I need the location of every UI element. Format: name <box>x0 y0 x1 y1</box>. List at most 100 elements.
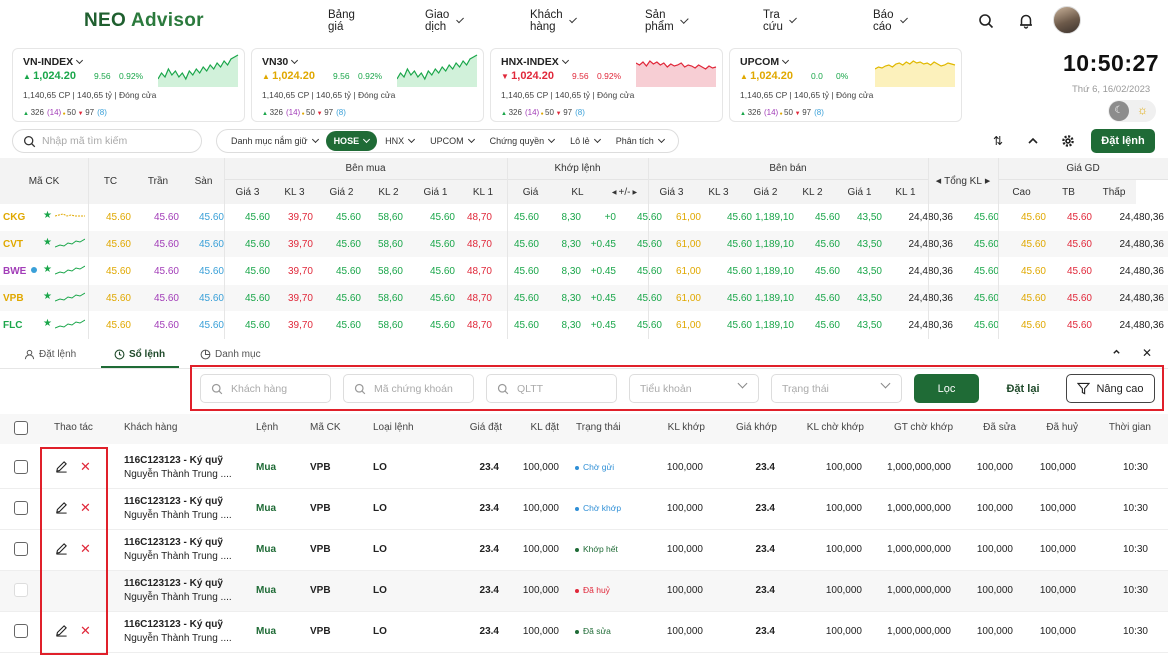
cell-sk3: 43,50 <box>856 293 882 304</box>
status-select[interactable]: Trạng thái <box>771 374 902 403</box>
index-card-hnx-index[interactable]: HNX-INDEX ▼ 1,024.20 9.56 0.92% 1,140,65 CP … <box>490 48 723 122</box>
favorite-star-icon[interactable]: ★ <box>43 264 52 275</box>
filter-chip-0[interactable]: Danh mục nắm giữ <box>223 131 326 151</box>
row-symbol[interactable]: CVT <box>3 239 23 250</box>
edit-pencil-icon[interactable] <box>55 624 68 640</box>
board-row[interactable]: CKG ★ 45.60 45.60 45.60 45.60 39,70 45.60 58,60 4… <box>0 204 1168 230</box>
order-type: LO <box>373 544 387 555</box>
advanced-filter-button[interactable]: Nâng cao <box>1066 374 1155 403</box>
filter-chip-5[interactable]: Lô lẻ <box>562 131 608 151</box>
sub-account-select[interactable]: Tiểu khoản <box>629 374 759 403</box>
tab-order-book[interactable]: Sổ lệnh <box>114 349 165 360</box>
cell-mk: 8,30 <box>561 320 581 331</box>
index-name[interactable]: VN-INDEX <box>23 56 84 68</box>
cancel-x-icon[interactable]: ✕ <box>80 541 91 556</box>
symbol-search-input[interactable]: Nhập mã tìm kiếm <box>12 129 202 153</box>
order-row[interactable]: ✕ 116C123123 - Ký quỹ Nguyễn Thành Trung .… <box>0 612 1168 653</box>
tab-place-order[interactable]: Đặt lệnh <box>24 349 76 360</box>
index-card-vn-index[interactable]: VN-INDEX ▲ 1,024.20 9.56 0.92% 1,140,65 CP |… <box>12 48 245 122</box>
board-row[interactable]: BWE ★ 45.60 45.60 45.60 45.60 39,70 45.60 58,60 4… <box>0 258 1168 284</box>
order-symbol: VPB <box>310 626 331 637</box>
col-sell-g3: Giá 1 <box>836 180 883 204</box>
reset-button[interactable]: Đặt lại <box>1006 382 1040 395</box>
row-checkbox[interactable] <box>14 624 28 638</box>
caret-left-icon[interactable]: ◀ <box>935 178 942 185</box>
customer-name: Nguyễn Thành Trung .... <box>124 633 232 644</box>
index-value: ▲ 1,024.20 <box>23 70 76 82</box>
edit-pencil-icon[interactable] <box>55 460 68 476</box>
index-volume-line: 1,140,65 CP | 140,65 tỷ | Đóng cửa <box>262 90 395 100</box>
row-symbol[interactable]: VPB <box>3 293 24 304</box>
board-row[interactable]: VPB ★ 45.60 45.60 45.60 45.60 39,70 45.60 58,60 4… <box>0 285 1168 311</box>
favorite-star-icon[interactable]: ★ <box>43 318 52 329</box>
decliners-floor: (8) <box>97 108 107 117</box>
theme-toggle[interactable]: ☾ ☼ <box>1108 100 1156 122</box>
row-symbol[interactable]: FLC <box>3 320 23 331</box>
status-dot-icon <box>575 547 579 552</box>
customer-filter-input[interactable]: Khách hàng <box>200 374 331 403</box>
edit-pencil-icon[interactable] <box>55 501 68 517</box>
row-checkbox[interactable] <box>14 460 28 474</box>
cell-b3: 45.60 <box>244 320 270 331</box>
brand-logo[interactable]: NEO Advisor <box>84 10 204 31</box>
index-name[interactable]: HNX-INDEX <box>501 56 569 68</box>
index-card-vn30[interactable]: VN30 ▲ 1,024.20 9.56 0.92% 1,140,65 CP | 140… <box>251 48 484 122</box>
cell-hi: 45.60 <box>973 293 999 304</box>
nav-san-pham[interactable]: Sản phẩm <box>645 9 689 33</box>
caret-left-icon[interactable]: ◀ <box>611 189 617 196</box>
collapse-up-icon[interactable] <box>1022 130 1044 152</box>
nav-bang-gia[interactable]: Bảng giá <box>328 9 355 33</box>
caret-right-icon[interactable]: ▶ <box>984 178 991 185</box>
filter-chip-2[interactable]: HNX <box>377 131 422 151</box>
search-icon[interactable] <box>972 7 1000 35</box>
avatar[interactable] <box>1053 6 1081 34</box>
row-symbol[interactable]: BWE <box>3 266 27 277</box>
order-time: 10:30 <box>1122 544 1148 555</box>
board-row[interactable]: CVT ★ 45.60 45.60 45.60 45.60 39,70 45.60 58,60 4… <box>0 231 1168 257</box>
favorite-star-icon[interactable]: ★ <box>43 237 52 248</box>
status-dot-icon <box>575 506 579 511</box>
index-name[interactable]: VN30 <box>262 56 299 68</box>
edit-pencil-icon[interactable] <box>55 542 68 558</box>
order-row[interactable]: ✕ 116C123123 - Ký quỹ Nguyễn Thành Trung .… <box>0 530 1168 571</box>
index-card-upcom[interactable]: UPCOM ▲ 1,024.20 0.0 0% 1,140,65 CP | 140,65… <box>729 48 962 122</box>
row-symbol[interactable]: CKG <box>3 212 26 223</box>
order-row[interactable]: ✕ 116C123123 - Ký quỹ Nguyễn Thành Trung .… <box>0 448 1168 489</box>
bell-icon[interactable] <box>1012 7 1040 35</box>
settings-gear-icon[interactable] <box>1057 130 1079 152</box>
panel-close-icon[interactable]: ✕ <box>1142 346 1153 360</box>
order-row[interactable]: ✕ 116C123123 - Ký quỹ Nguyễn Thành Trung .… <box>0 489 1168 530</box>
header-9: Giá khớp <box>735 422 777 433</box>
tab-portfolio[interactable]: Danh mục <box>200 349 261 360</box>
qltt-filter-input[interactable]: QLTT <box>486 374 617 403</box>
nav-bao-cao[interactable]: Báo cáo <box>873 9 909 33</box>
row-checkbox[interactable] <box>14 542 28 556</box>
board-row[interactable]: FLC ★ 45.60 45.60 45.60 45.60 39,70 45.60 58,60 4… <box>0 312 1168 338</box>
panel-collapse-icon[interactable] <box>1112 347 1121 356</box>
place-order-button[interactable]: Đặt lệnh <box>1091 129 1155 153</box>
col-sell-kl2: KL 2 <box>789 180 836 204</box>
filter-chip-1[interactable]: HOSE <box>325 131 378 151</box>
filter-chip-4[interactable]: Chứng quyền <box>482 131 563 151</box>
sort-arrows-icon[interactable]: ⇅ <box>992 134 1004 148</box>
nav-tra-cuu[interactable]: Tra cứu <box>763 9 798 33</box>
symbol-filter-input[interactable]: Mã chứng khoán <box>343 374 474 403</box>
cancel-x-icon[interactable]: ✕ <box>80 623 91 638</box>
filter-chip-6[interactable]: Phân tích <box>608 131 672 151</box>
row-checkbox[interactable] <box>14 501 28 515</box>
favorite-star-icon[interactable]: ★ <box>43 291 52 302</box>
favorite-star-icon[interactable]: ★ <box>43 210 52 221</box>
nav-khach-hang[interactable]: Khách hàng <box>530 9 578 33</box>
cancel-x-icon[interactable]: ✕ <box>80 459 91 474</box>
filter-button[interactable]: Lọc <box>914 374 979 403</box>
nav-giao-dich[interactable]: Giao dịch <box>425 9 465 33</box>
cell-pm: +0.45 <box>590 239 616 250</box>
order-row[interactable]: 116C123123 - Ký quỹ Nguyễn Thành Trung ..… <box>0 571 1168 612</box>
filter-chip-3[interactable]: UPCOM <box>422 131 482 151</box>
index-name[interactable]: UPCOM <box>740 56 790 68</box>
cancel-x-icon[interactable]: ✕ <box>80 500 91 515</box>
select-all-checkbox[interactable] <box>14 421 28 435</box>
caret-right-icon[interactable]: ▶ <box>632 189 638 196</box>
col-change: ◀ +/- ▶ <box>601 180 648 204</box>
order-price: 23.4 <box>479 626 499 637</box>
